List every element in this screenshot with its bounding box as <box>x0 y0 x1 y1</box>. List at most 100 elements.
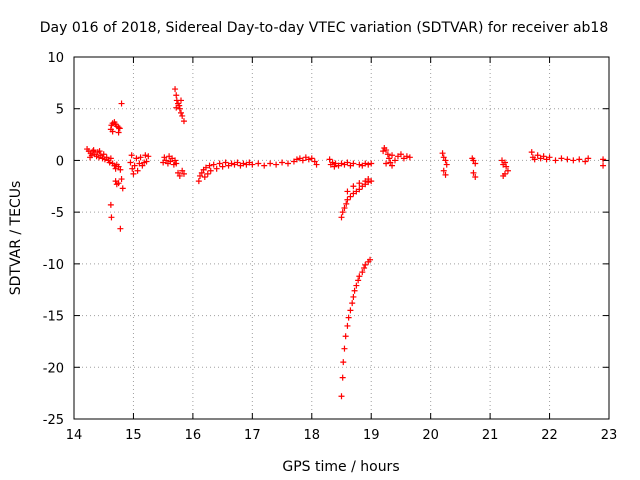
data-point <box>197 172 204 179</box>
data-point <box>285 160 291 167</box>
data-point <box>90 147 97 154</box>
data-point <box>219 163 226 170</box>
data-point <box>87 154 94 161</box>
data-point <box>356 180 363 187</box>
data-point <box>368 160 375 167</box>
data-point <box>347 307 354 314</box>
data-point <box>338 393 345 400</box>
data-point <box>331 163 338 170</box>
data-point <box>210 161 217 168</box>
x-tick-label: 16 <box>185 428 202 443</box>
data-point <box>311 158 318 165</box>
data-point <box>118 176 125 183</box>
data-point <box>117 225 124 232</box>
x-tick-label: 23 <box>601 428 618 443</box>
data-point <box>134 167 141 174</box>
data-point <box>178 109 184 116</box>
data-point <box>107 201 114 208</box>
data-point <box>383 147 390 154</box>
y-tick-label: -15 <box>43 310 64 325</box>
data-point <box>353 282 360 289</box>
y-tick-label: 5 <box>56 103 64 118</box>
data-point <box>558 155 565 162</box>
data-point <box>175 169 182 176</box>
plot-frame <box>73 56 610 420</box>
data-point <box>279 159 286 166</box>
data-point <box>501 159 508 166</box>
data-point <box>355 277 362 284</box>
data-point <box>137 154 144 161</box>
data-point <box>442 157 449 164</box>
grid <box>74 57 609 419</box>
data-point <box>350 183 357 190</box>
data-point <box>267 160 274 167</box>
data-point <box>117 166 124 173</box>
data-point <box>133 155 140 162</box>
data-point <box>273 161 280 168</box>
data-point <box>540 153 547 160</box>
data-point <box>504 167 511 174</box>
data-point <box>387 159 394 166</box>
data-point <box>383 160 390 167</box>
data-point <box>116 125 123 132</box>
data-point <box>340 359 347 366</box>
data-point <box>343 200 350 207</box>
data-point <box>142 152 149 159</box>
data-point <box>356 186 363 193</box>
y-tick-label: -25 <box>43 413 64 428</box>
data-point <box>440 167 447 174</box>
data-point <box>97 152 104 159</box>
x-tick-label: 18 <box>304 428 321 443</box>
data-point <box>356 273 363 280</box>
data-point <box>470 157 477 164</box>
data-point <box>339 209 346 216</box>
data-point <box>261 162 268 169</box>
data-point <box>180 118 187 125</box>
data-point <box>109 128 116 135</box>
data-point <box>534 152 541 159</box>
data-point <box>228 160 235 167</box>
data-point <box>115 124 122 131</box>
data-point <box>329 159 336 166</box>
data-point <box>206 162 213 169</box>
data-point <box>326 156 333 163</box>
y-tick-label: 0 <box>56 154 64 169</box>
data-point <box>176 172 183 179</box>
data-point <box>397 151 404 158</box>
data-point <box>143 158 150 165</box>
data-point <box>439 150 446 157</box>
data-point <box>139 162 146 169</box>
data-point <box>386 155 393 162</box>
data-point <box>179 112 186 119</box>
data-point <box>161 154 168 161</box>
data-point <box>172 157 179 164</box>
x-axis-title: GPS time / hours <box>282 459 399 475</box>
data-point <box>293 156 300 163</box>
data-point <box>472 173 479 180</box>
data-point <box>392 157 398 164</box>
data-point <box>240 160 247 167</box>
data-point <box>585 155 592 162</box>
y-tick-label: -10 <box>43 258 64 273</box>
data-point <box>198 169 205 176</box>
data-point <box>503 163 510 170</box>
data-point <box>367 256 374 263</box>
data-point <box>359 269 366 276</box>
data-point <box>403 153 410 160</box>
data-point <box>528 149 535 156</box>
data-point <box>365 176 372 183</box>
x-tick-label: 17 <box>244 428 261 443</box>
data-point <box>356 161 363 168</box>
x-tick-label: 20 <box>422 428 439 443</box>
data-point <box>178 97 184 104</box>
data-point <box>350 160 357 167</box>
data-point <box>384 151 391 158</box>
data-point <box>442 171 449 178</box>
data-point <box>106 159 113 166</box>
data-point <box>313 161 320 168</box>
data-point <box>308 155 315 162</box>
data-point <box>564 156 571 163</box>
data-point <box>341 205 348 212</box>
data-point <box>546 154 553 161</box>
data-point <box>173 92 180 99</box>
